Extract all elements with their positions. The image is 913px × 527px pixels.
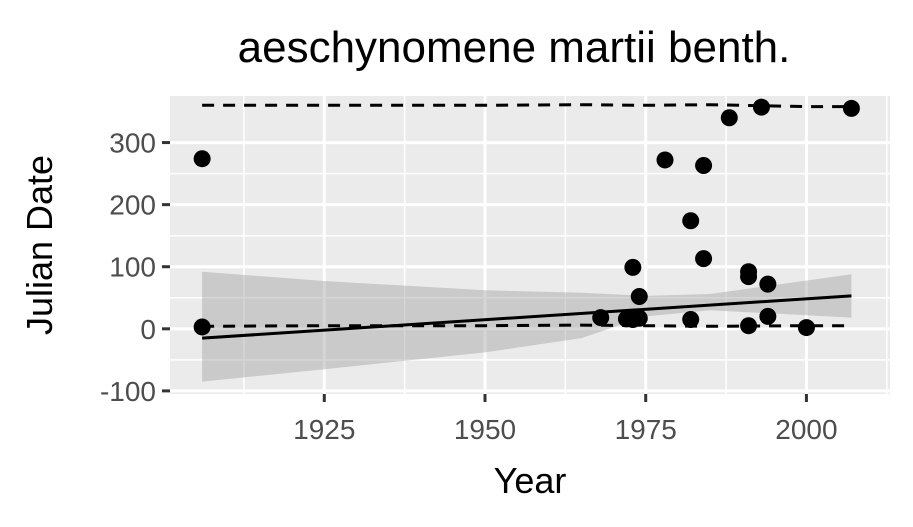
major-grid [170, 96, 890, 394]
data-point [630, 309, 648, 327]
chart-title: aeschynomene martii benth. [238, 23, 791, 72]
x-tick-label: 2000 [775, 414, 837, 445]
x-axis-title: Year [494, 460, 567, 501]
y-axis: -100 0 100 200 300 [100, 128, 170, 407]
data-point [624, 258, 642, 276]
plot-panel [170, 96, 890, 394]
lower-quantile-line [202, 323, 852, 328]
data-point [592, 309, 610, 327]
y-tick-label: -100 [100, 376, 156, 407]
data-point [752, 98, 770, 116]
data-point [193, 150, 211, 168]
data-point [740, 268, 758, 286]
data-point [720, 109, 738, 127]
data-point [695, 157, 713, 175]
x-tick-label: 1925 [293, 414, 355, 445]
x-tick-label: 1950 [454, 414, 516, 445]
x-axis: 1925 1950 1975 2000 [293, 394, 838, 445]
y-tick-label: 100 [109, 252, 156, 283]
y-tick-label: 0 [140, 314, 156, 345]
data-point [630, 288, 648, 306]
y-tick-label: 200 [109, 190, 156, 221]
data-point [740, 317, 758, 335]
upper-quantile-line [202, 103, 852, 109]
data-point [656, 151, 674, 169]
trend-line [202, 294, 852, 340]
data-point [842, 99, 860, 117]
y-axis-title: Julian Date [19, 155, 60, 335]
x-tick-label: 1975 [615, 414, 677, 445]
y-tick-label: 300 [109, 128, 156, 159]
data-point [759, 275, 777, 293]
data-point [682, 311, 700, 328]
data-point [759, 307, 777, 325]
data-point [695, 250, 713, 268]
data-point [797, 319, 815, 337]
data-point [193, 318, 211, 336]
data-points [193, 98, 860, 337]
quantile-lines [202, 103, 852, 328]
data-point [682, 212, 700, 230]
minor-grid [170, 96, 890, 394]
